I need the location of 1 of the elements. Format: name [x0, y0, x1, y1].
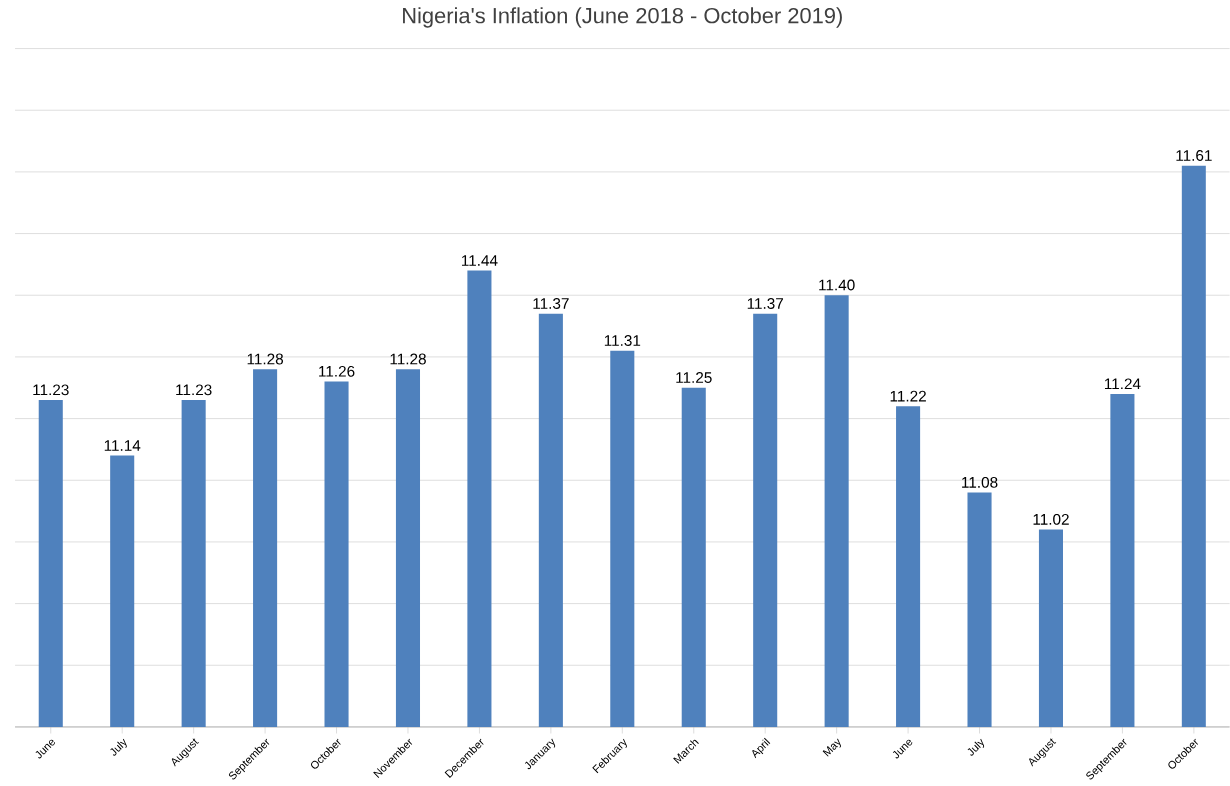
chart-title: Nigeria's Inflation (June 2018 - October 2019) [403, 7, 842, 28]
